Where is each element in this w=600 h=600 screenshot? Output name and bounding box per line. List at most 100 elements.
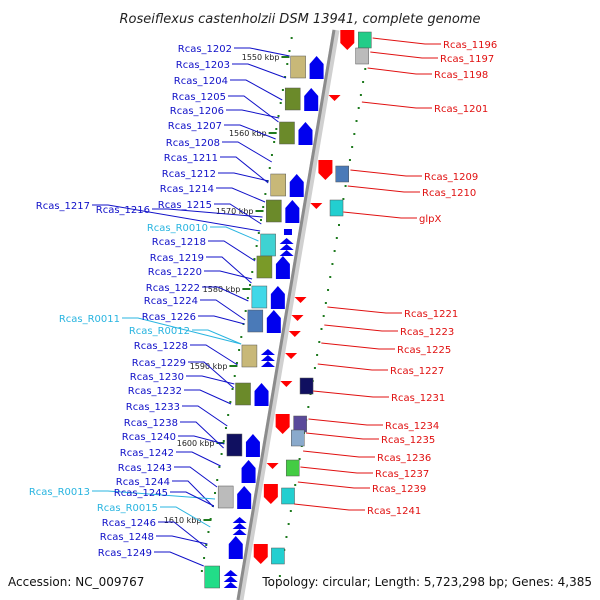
gene-label-left: Rcas_1233 [126,402,180,413]
gene-label-right: Rcas_1234 [385,421,439,432]
leader-line [350,169,422,177]
gene-block [256,255,273,279]
gene-label-left: Rcas_1202 [178,44,232,55]
forward-gene-chevron [279,244,294,250]
forward-gene-chevron [279,250,294,256]
gene-label-right: Rcas_1209 [424,172,478,183]
gene-label-left: Rcas_1228 [134,341,188,352]
leader-line [92,490,216,500]
feature-layer [204,30,372,589]
gene-label-left: Rcas_1243 [118,463,172,474]
gene-label-left: Rcas_1203 [176,60,230,71]
forward-gene-chevron [260,349,275,355]
leader-line [170,491,215,507]
leader-line [220,156,269,184]
forward-gene-chevron [223,570,238,576]
gene-block [271,547,285,565]
gene-label-right: Rcas_1221 [404,309,458,320]
forward-gene-arrow [304,88,319,111]
reverse-gene-marker [288,331,301,337]
forward-gene-chevron [232,529,247,535]
leader-line [206,256,252,284]
kbp-tick-label: 1610 kbp [164,516,202,525]
gene-label-left: Rcas_1205 [172,92,226,103]
leader-line [176,451,221,467]
leader-line [347,185,420,193]
gene-label-left: Rcas_1219 [150,253,204,264]
leader-line [154,551,204,567]
gene-label-left: Rcas_1218 [152,237,206,248]
reverse-gene-marker [310,203,323,209]
forward-gene-arrow [245,434,260,457]
kbp-tick-label: 1580 kbp [203,285,241,294]
leader-line [327,306,402,314]
reverse-gene-marker [280,381,293,387]
gene-block [329,199,344,217]
leader-layer [92,37,441,567]
gene-block [217,485,234,509]
leader-line [152,208,263,218]
leader-line [294,503,365,511]
kbp-tick-label: 1550 kbp [242,53,280,62]
forward-gene-chevron [260,355,275,361]
leader-line [324,324,398,332]
leader-line [202,286,249,302]
gene-label-left: Rcas_1230 [130,372,184,383]
leader-line [178,435,225,445]
gene-label-left: Rcas_1204 [174,76,228,87]
leader-line [160,506,211,528]
gene-label-left: Rcas_1229 [132,358,186,369]
gene-block [247,309,264,333]
gene-label-right: Rcas_1239 [372,484,426,495]
gene-label-right: Rcas_1227 [390,366,444,377]
reverse-gene-arrow [340,30,355,50]
leader-line [234,47,290,57]
leader-line [313,390,389,398]
map-title: Roseiflexus castenholzii DSM 13941, comp… [120,12,481,27]
gene-label-right: Rcas_1223 [400,327,454,338]
reverse-gene-marker [328,95,341,101]
backbone [236,29,340,600]
reverse-gene-arrow [263,484,278,504]
leader-line [317,363,388,371]
gene-label-right: Rcas_1237 [375,469,429,480]
forward-gene-chevron [223,576,238,582]
leader-line [184,389,232,405]
leader-line [224,124,276,140]
forward-gene-arrow [275,256,290,279]
reverse-gene-marker [294,297,307,303]
gene-label-left: Rcas_1240 [122,432,176,443]
reverse-gene-marker [285,353,298,359]
kbp-tick-label: 1600 kbp [177,439,215,448]
gene-block [355,47,369,65]
gene-label-right: Rcas_1241 [367,506,421,517]
gene-label-right: glpX [419,214,441,225]
leader-line [343,211,417,219]
reverse-gene-marker [266,463,279,469]
gene-block [266,199,282,223]
gene-block [290,55,306,79]
leader-line [321,342,395,350]
forward-gene-arrow [254,383,269,406]
leader-line [208,240,256,262]
gene-label-left: Rcas_1232 [128,386,182,397]
forward-gene-chevron [223,582,238,588]
forward-gene-arrow [270,286,285,309]
leader-line [204,270,253,280]
kbp-tick-label: 1570 kbp [216,207,254,216]
gene-block [241,344,258,368]
gene-label-left: Rcas_1248 [100,532,154,543]
gene-block [281,487,295,505]
leader-line [190,344,238,366]
leader-line [186,375,235,385]
gene-block [270,173,286,197]
gene-label-left: Rcas_1211 [164,153,218,164]
gene-label-left: Rcas_1220 [148,267,202,278]
gene-label-right: Rcas_1231 [391,393,445,404]
leader-line [158,521,208,549]
leader-line [214,203,262,225]
small-gene [283,229,292,235]
gene-label-right: Rcas_1198 [434,70,488,81]
gene-block [293,415,307,433]
gene-label-right: Rcas_1197 [440,54,494,65]
